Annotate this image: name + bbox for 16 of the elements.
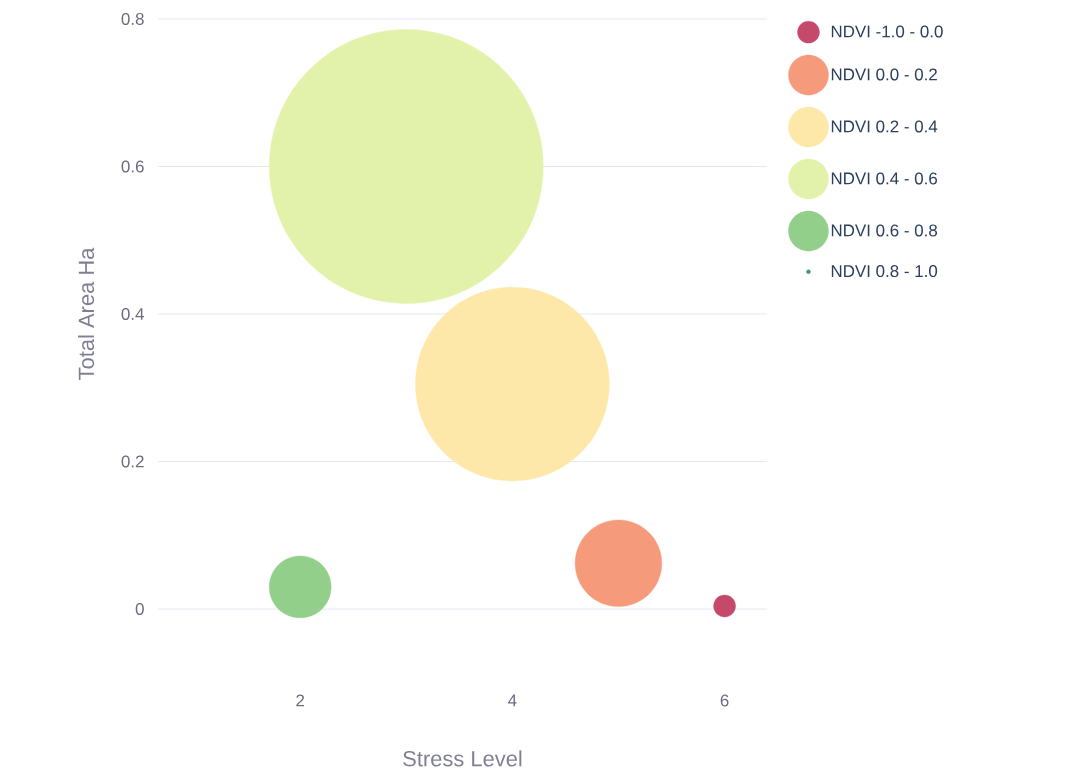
- y-tick-label: 0.6: [121, 160, 144, 173]
- x-tick-label: 4: [508, 694, 517, 707]
- y-tick-label: 0.2: [121, 455, 144, 468]
- legend-label: NDVI -1.0 - 0.0: [831, 25, 943, 38]
- legend-label: NDVI 0.8 - 1.0: [831, 265, 938, 278]
- legend-label: NDVI 0.2 - 0.4: [831, 120, 938, 133]
- y-tick-label: 0: [135, 603, 144, 615]
- y-tick-label: 0.8: [121, 12, 144, 25]
- x-axis-title: Stress Level: [403, 750, 522, 767]
- legend-label: NDVI 0.4 - 0.6: [831, 172, 938, 185]
- legend-label: NDVI 0.0 - 0.2: [831, 68, 937, 81]
- y-axis-title: Total Area Ha: [77, 247, 95, 380]
- legend-label: NDVI 0.6 - 0.8: [831, 224, 938, 237]
- y-tick-label: 0.4: [121, 308, 144, 320]
- x-tick-label: 2: [296, 694, 305, 707]
- x-tick-label: 6: [720, 694, 729, 707]
